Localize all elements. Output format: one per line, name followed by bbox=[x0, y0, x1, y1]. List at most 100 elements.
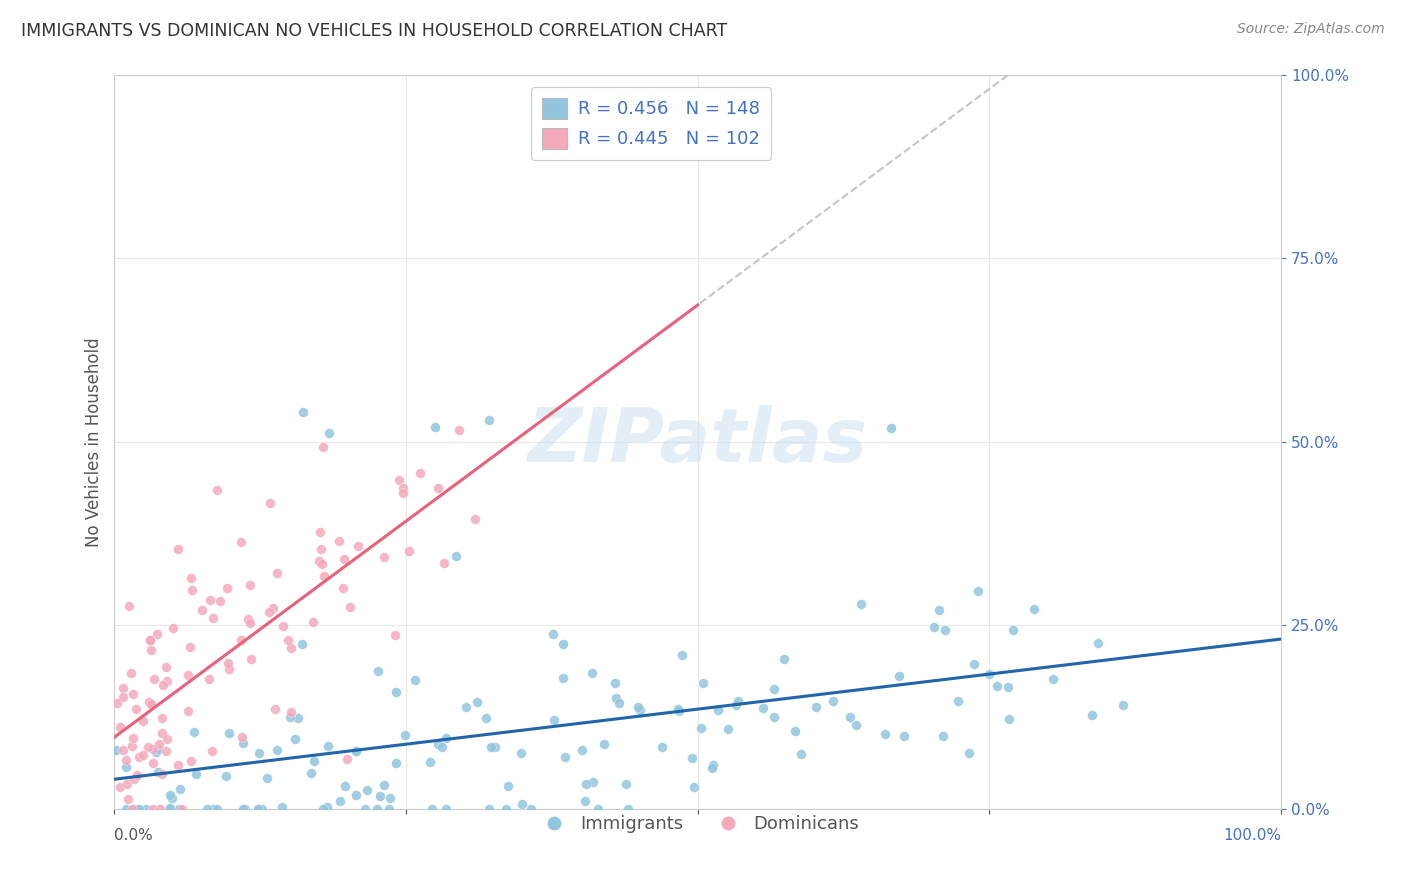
Point bbox=[159, 789, 181, 803]
Point bbox=[574, 794, 596, 808]
Point bbox=[299, 766, 322, 780]
Point bbox=[671, 648, 693, 662]
Text: IMMIGRANTS VS DOMINICAN NO VEHICLES IN HOUSEHOLD CORRELATION CHART: IMMIGRANTS VS DOMINICAN NO VEHICLES IN H… bbox=[21, 22, 727, 40]
Point bbox=[475, 711, 498, 725]
Point bbox=[962, 657, 984, 672]
Point bbox=[145, 745, 167, 759]
Point bbox=[238, 612, 260, 626]
Point bbox=[967, 584, 990, 599]
Point bbox=[318, 425, 340, 440]
Point bbox=[159, 801, 181, 815]
Point bbox=[231, 802, 253, 816]
Point bbox=[271, 800, 294, 814]
Point bbox=[120, 666, 142, 681]
Point bbox=[593, 737, 616, 751]
Point bbox=[617, 802, 640, 816]
Point bbox=[247, 802, 270, 816]
Point bbox=[581, 666, 603, 681]
Point bbox=[114, 753, 136, 767]
Point bbox=[111, 743, 134, 757]
Point bbox=[1024, 601, 1046, 615]
Point bbox=[554, 750, 576, 764]
Point bbox=[231, 534, 253, 549]
Point bbox=[339, 600, 361, 615]
Point bbox=[627, 699, 650, 714]
Point bbox=[105, 696, 128, 710]
Point bbox=[121, 731, 143, 745]
Point bbox=[167, 802, 190, 816]
Point bbox=[329, 795, 352, 809]
Point bbox=[328, 534, 350, 549]
Point bbox=[108, 720, 131, 734]
Point bbox=[180, 754, 202, 768]
Point bbox=[333, 779, 356, 793]
Point bbox=[239, 578, 262, 592]
Point bbox=[763, 682, 786, 697]
Point bbox=[149, 802, 172, 816]
Point bbox=[139, 633, 162, 648]
Point bbox=[247, 802, 270, 816]
Point bbox=[420, 802, 443, 816]
Point bbox=[454, 699, 477, 714]
Point bbox=[169, 782, 191, 797]
Point bbox=[247, 746, 270, 760]
Point bbox=[986, 679, 1008, 693]
Point bbox=[135, 802, 157, 816]
Point bbox=[478, 413, 501, 427]
Point bbox=[409, 467, 432, 481]
Point bbox=[271, 619, 294, 633]
Point bbox=[162, 621, 184, 635]
Point bbox=[997, 680, 1019, 694]
Point bbox=[582, 775, 605, 789]
Point bbox=[702, 761, 724, 775]
Point bbox=[180, 571, 202, 585]
Point bbox=[378, 791, 401, 805]
Point bbox=[131, 714, 153, 728]
Point bbox=[262, 600, 284, 615]
Point bbox=[717, 722, 740, 736]
Point bbox=[332, 581, 354, 595]
Point bbox=[922, 620, 945, 634]
Point bbox=[191, 603, 214, 617]
Point bbox=[259, 496, 281, 510]
Point bbox=[419, 755, 441, 769]
Point bbox=[280, 641, 302, 656]
Point bbox=[139, 698, 162, 712]
Point bbox=[614, 777, 637, 791]
Point bbox=[997, 712, 1019, 726]
Point bbox=[177, 667, 200, 681]
Point bbox=[344, 744, 367, 758]
Point bbox=[725, 698, 748, 712]
Point bbox=[257, 605, 280, 619]
Legend: Immigrants, Dominicans: Immigrants, Dominicans bbox=[529, 808, 866, 840]
Point bbox=[1042, 672, 1064, 686]
Point bbox=[773, 651, 796, 665]
Point bbox=[430, 740, 453, 755]
Point bbox=[136, 740, 159, 755]
Point bbox=[388, 473, 411, 487]
Point bbox=[605, 691, 627, 706]
Point bbox=[683, 780, 706, 794]
Point bbox=[889, 668, 911, 682]
Point bbox=[309, 541, 332, 556]
Point bbox=[122, 772, 145, 786]
Point bbox=[150, 726, 173, 740]
Point bbox=[464, 512, 486, 526]
Point bbox=[205, 802, 228, 816]
Point bbox=[928, 602, 950, 616]
Point bbox=[1081, 708, 1104, 723]
Point bbox=[217, 656, 239, 670]
Point bbox=[287, 711, 309, 725]
Point bbox=[495, 802, 517, 816]
Point bbox=[932, 729, 955, 743]
Point bbox=[112, 681, 135, 695]
Point bbox=[311, 557, 333, 571]
Point bbox=[233, 802, 256, 816]
Y-axis label: No Vehicles in Household: No Vehicles in Household bbox=[86, 337, 103, 547]
Point bbox=[122, 802, 145, 816]
Point bbox=[316, 800, 339, 814]
Point bbox=[105, 743, 128, 757]
Point bbox=[202, 611, 225, 625]
Point bbox=[366, 802, 388, 816]
Point bbox=[139, 643, 162, 657]
